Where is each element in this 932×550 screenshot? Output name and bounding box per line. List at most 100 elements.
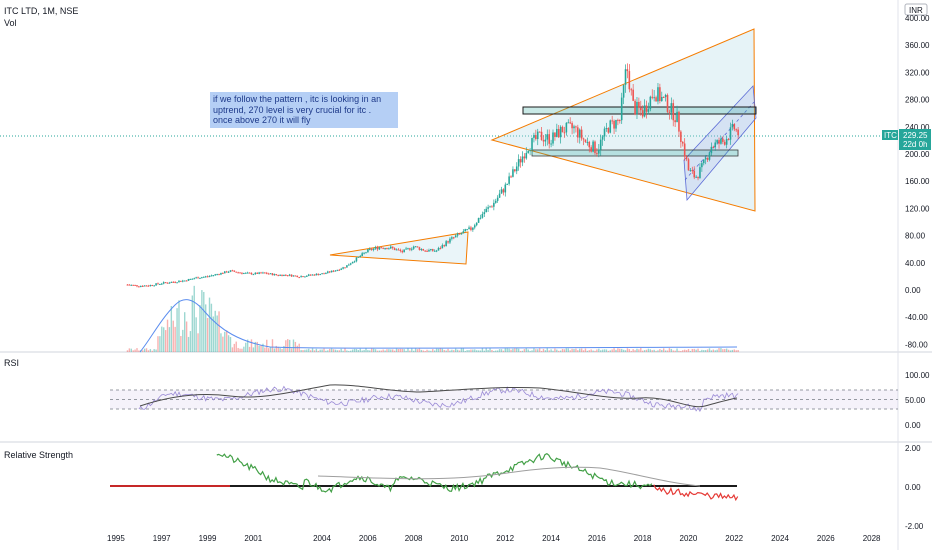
volume-bar xyxy=(161,326,163,352)
candle-body xyxy=(286,275,289,277)
candle-body xyxy=(489,206,491,208)
volume-bar xyxy=(546,348,548,352)
volume-bar xyxy=(376,350,379,352)
candle-body xyxy=(657,87,659,102)
volume-bar xyxy=(413,350,415,352)
candle-body xyxy=(365,252,367,254)
candle-body xyxy=(300,276,302,278)
candle-body xyxy=(632,89,634,101)
support-zone-205[interactable] xyxy=(531,149,739,157)
candle-body xyxy=(162,282,165,284)
volume-bar xyxy=(475,350,478,352)
volume-bar xyxy=(588,350,590,352)
candle-body xyxy=(733,124,736,130)
candle-body xyxy=(609,120,612,133)
candle-body xyxy=(197,277,199,279)
volume-bar xyxy=(130,348,132,352)
volume-bar xyxy=(414,348,417,352)
volume-bar xyxy=(399,348,402,352)
volume-bar xyxy=(422,350,424,352)
price-badge[interactable]: ITC 229.25 22d 0h xyxy=(882,129,931,150)
symbol-title: ITC LTD, 1M, NSE xyxy=(4,6,78,16)
volume-bar xyxy=(159,336,161,352)
candle-body xyxy=(716,140,718,143)
candle-body xyxy=(582,138,585,140)
volume-bar xyxy=(294,341,297,352)
volume-bar xyxy=(725,348,728,352)
volume-bar xyxy=(500,349,503,352)
candle-body xyxy=(418,247,421,250)
candle-body xyxy=(567,122,570,124)
candle-body xyxy=(361,253,363,256)
candle-body xyxy=(183,280,186,282)
candle-body xyxy=(390,246,392,249)
candle-body xyxy=(403,249,405,253)
volume-bar xyxy=(529,350,531,352)
volume-bar xyxy=(647,348,650,352)
candle-body xyxy=(191,278,194,280)
candle-body xyxy=(514,169,516,172)
currency-badge[interactable] xyxy=(904,3,928,16)
candle-body xyxy=(323,273,325,275)
volume-bar xyxy=(437,348,440,352)
candle-body xyxy=(452,237,455,239)
candle-body xyxy=(529,150,531,152)
volume-bar xyxy=(147,350,150,352)
volume-bar xyxy=(558,350,560,352)
candle-body xyxy=(292,275,295,277)
volume-bar xyxy=(386,349,388,352)
candle-body xyxy=(412,246,415,249)
volume-bar xyxy=(302,350,304,352)
candle-body xyxy=(598,149,600,154)
candle-body xyxy=(254,272,257,275)
volume-bar xyxy=(271,339,274,352)
candle-body xyxy=(624,69,627,85)
candle-body xyxy=(233,270,236,272)
volume-bar xyxy=(273,348,276,352)
candle-body xyxy=(346,265,348,268)
candle-body xyxy=(662,96,665,98)
time-tick-label: 2016 xyxy=(588,534,606,543)
volume-label: Vol xyxy=(4,18,17,28)
volume-bar xyxy=(195,317,197,352)
resistance-zone-270[interactable] xyxy=(522,106,757,115)
volume-bar xyxy=(306,349,308,352)
candle-body xyxy=(481,213,484,218)
volume-bar xyxy=(611,349,613,352)
candle-body xyxy=(540,131,543,141)
volume-bar xyxy=(327,350,329,352)
volume-bar xyxy=(453,350,455,352)
rs-tick-label: -2.00 xyxy=(905,522,924,531)
volume-bar xyxy=(269,346,272,352)
volume-bar xyxy=(649,349,652,352)
volume-bar xyxy=(287,339,289,352)
big-triangle[interactable] xyxy=(490,28,756,212)
volume-bar xyxy=(474,349,476,352)
candle-body xyxy=(458,233,461,235)
volume-bar xyxy=(308,348,310,352)
annotation-note[interactable]: if we follow the pattern , itc is lookin… xyxy=(210,92,398,128)
volume-bar xyxy=(206,317,209,352)
candle-body xyxy=(441,245,444,249)
candle-body xyxy=(279,274,281,276)
volume-bar xyxy=(163,327,165,352)
drawings[interactable] xyxy=(329,28,757,265)
candle-body xyxy=(552,132,554,144)
small-triangle[interactable] xyxy=(329,231,469,265)
candle-body xyxy=(569,122,571,124)
volume-bar xyxy=(449,350,451,352)
volume-bar xyxy=(378,350,381,352)
volume-bar xyxy=(703,350,705,352)
volume-bar xyxy=(603,349,606,352)
volume-bar xyxy=(605,349,608,352)
candle-body xyxy=(695,176,697,178)
volume-bar xyxy=(514,348,516,352)
volume-bar xyxy=(542,348,545,352)
volume-bar xyxy=(351,349,354,352)
volume-bar xyxy=(451,349,453,352)
volume-bar xyxy=(290,348,293,352)
volume-bar xyxy=(456,349,459,352)
candle-body xyxy=(128,284,131,286)
volume-bar xyxy=(411,348,413,352)
